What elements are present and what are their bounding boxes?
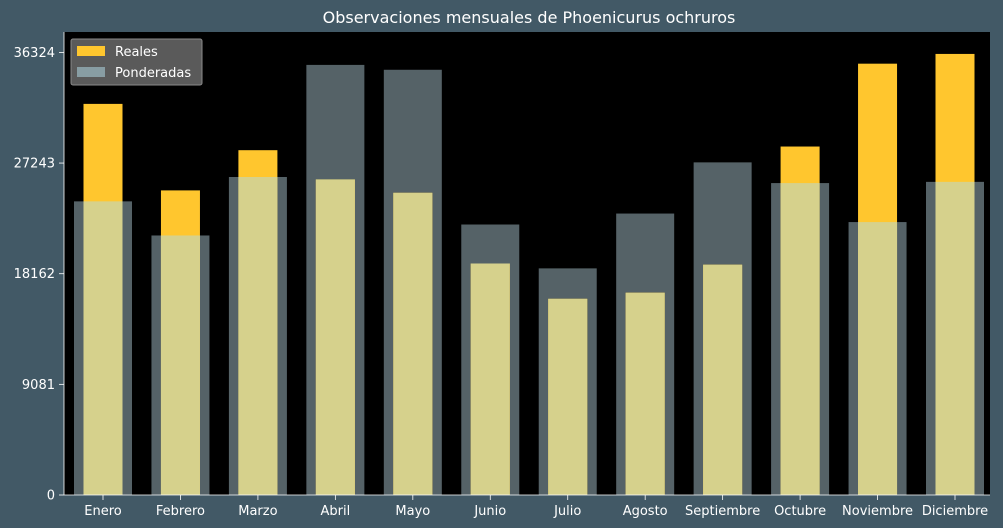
bar-overlap-julio	[548, 298, 588, 495]
plot-area	[64, 32, 990, 495]
y-tick-label: 27243	[14, 157, 55, 172]
bar-overlap-junio	[470, 263, 510, 495]
bar-overlap-noviembre	[858, 222, 898, 496]
legend-label-ponderadas: Ponderadas	[115, 66, 191, 81]
bar-overlap-diciembre	[935, 181, 975, 495]
x-tick-label-mayo: Mayo	[395, 504, 430, 519]
bar-overlap-abril	[315, 179, 355, 495]
x-axis-ticks: Enero Febrero Marzo Abril Mayo Junio Julio Agos…	[84, 495, 988, 519]
y-axis-ticks: 0 9081 18162 27243 36324	[14, 46, 64, 504]
overlap-bars	[83, 176, 975, 496]
y-tick-label: 18162	[14, 267, 55, 282]
bar-overlap-enero	[83, 201, 123, 495]
chart-title: Observaciones mensuales de Phoenicurus o…	[323, 8, 736, 27]
y-tick-label: 36324	[14, 46, 55, 61]
bar-overlap-septiembre	[703, 264, 743, 495]
x-tick-label-abril: Abril	[321, 504, 351, 519]
x-tick-label-noviembre: Noviembre	[842, 504, 913, 519]
bar-overlap-octubre	[780, 183, 820, 495]
bar-overlap-mayo	[393, 192, 433, 495]
x-tick-label-julio: Julio	[553, 504, 581, 519]
x-tick-label-febrero: Febrero	[156, 504, 205, 519]
bar-overlap-febrero	[160, 235, 200, 495]
x-tick-label-diciembre: Diciembre	[922, 504, 988, 519]
y-tick-label: 9081	[22, 378, 55, 393]
x-tick-label-junio: Junio	[473, 504, 506, 519]
bar-overlap-marzo	[238, 176, 278, 495]
x-tick-label-agosto: Agosto	[623, 504, 668, 519]
legend-swatch-reales	[77, 46, 105, 56]
legend-label-reales: Reales	[115, 45, 158, 60]
x-tick-label-marzo: Marzo	[238, 504, 277, 519]
x-tick-label-octubre: Octubre	[774, 504, 826, 519]
x-tick-label-septiembre: Septiembre	[685, 504, 760, 519]
bar-overlap-agosto	[625, 292, 665, 495]
x-tick-label-enero: Enero	[84, 504, 122, 519]
y-tick-label: 0	[47, 489, 55, 504]
legend: Reales Ponderadas	[70, 38, 203, 86]
legend-swatch-ponderadas	[77, 67, 105, 77]
